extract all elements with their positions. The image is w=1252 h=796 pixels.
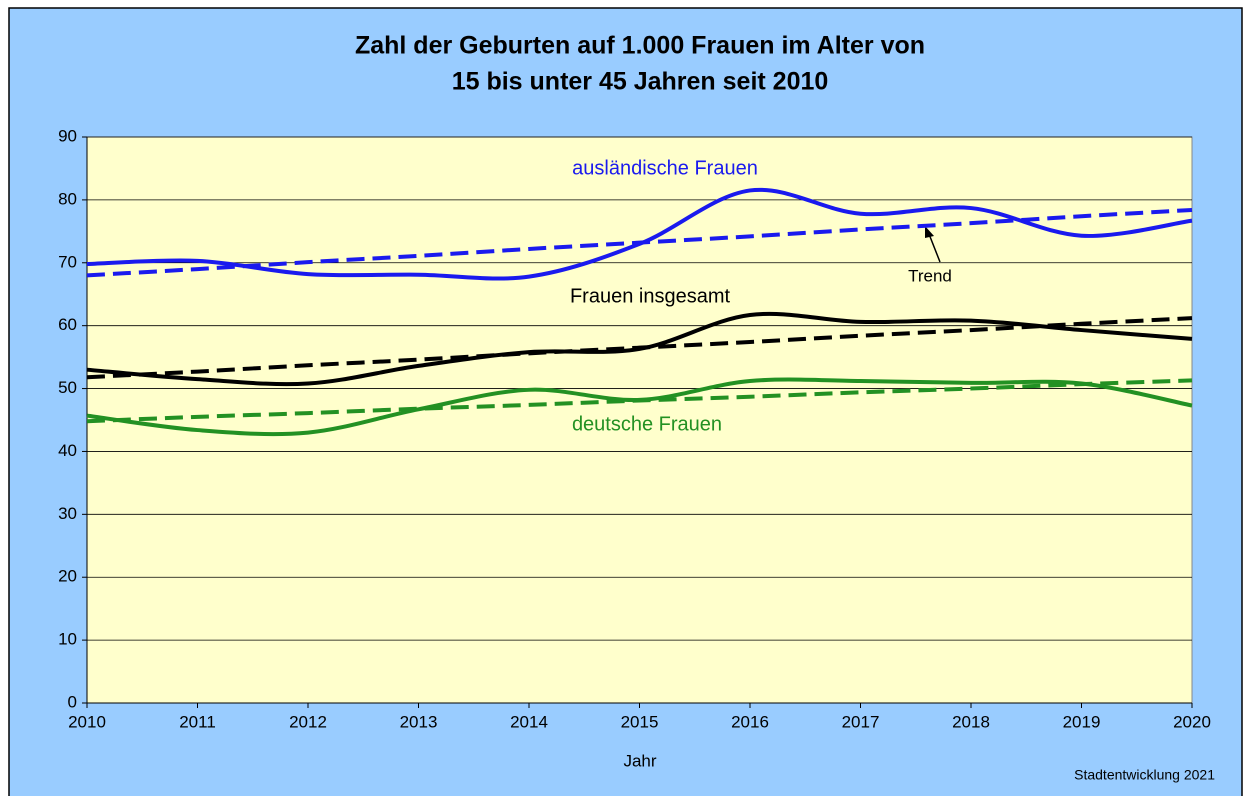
trend-line: [86, 207, 1193, 278]
y-tick-label: 10: [58, 630, 77, 649]
x-tick-label: 2020: [1173, 712, 1211, 731]
y-tick-label: 90: [58, 126, 77, 145]
annotation-arrowhead: [925, 226, 934, 238]
trend-line: [86, 378, 1193, 424]
x-axis-label: Jahr: [623, 751, 656, 770]
x-tick-label: 2017: [842, 712, 880, 731]
y-tick-label: 30: [58, 504, 77, 523]
x-tick-label: 2016: [731, 712, 769, 731]
y-tick-label: 0: [68, 692, 77, 711]
series-label: deutsche Frauen: [572, 413, 722, 435]
series-label: Frauen insgesamt: [570, 285, 731, 307]
y-tick-label: 40: [58, 441, 77, 460]
series-label: ausländische Frauen: [572, 157, 758, 179]
y-tick-label: 20: [58, 567, 77, 586]
source: Stadtentwicklung 2021: [1074, 767, 1215, 783]
x-tick-label: 2018: [952, 712, 990, 731]
y-tick-label: 50: [58, 378, 77, 397]
x-tick-label: 2014: [510, 712, 548, 731]
x-tick-label: 2011: [179, 712, 216, 731]
y-tick-label: 70: [58, 252, 77, 271]
chart-title: Zahl der Geburten auf 1.000 Frauen im Al…: [355, 32, 925, 60]
y-tick-label: 60: [58, 315, 77, 334]
annotation-arrow: [928, 233, 941, 263]
y-tick-label: 80: [58, 189, 77, 208]
x-tick-label: 2013: [400, 712, 438, 731]
trend-line: [86, 316, 1193, 380]
x-tick-label: 2010: [68, 712, 106, 731]
chart-title: 15 bis unter 45 Jahren seit 2010: [452, 68, 829, 96]
x-tick-label: 2015: [621, 712, 659, 731]
plot-area: [86, 136, 1193, 704]
x-tick-label: 2019: [1063, 712, 1101, 731]
x-tick-label: 2012: [289, 712, 327, 731]
annotation: Trend: [908, 266, 952, 285]
